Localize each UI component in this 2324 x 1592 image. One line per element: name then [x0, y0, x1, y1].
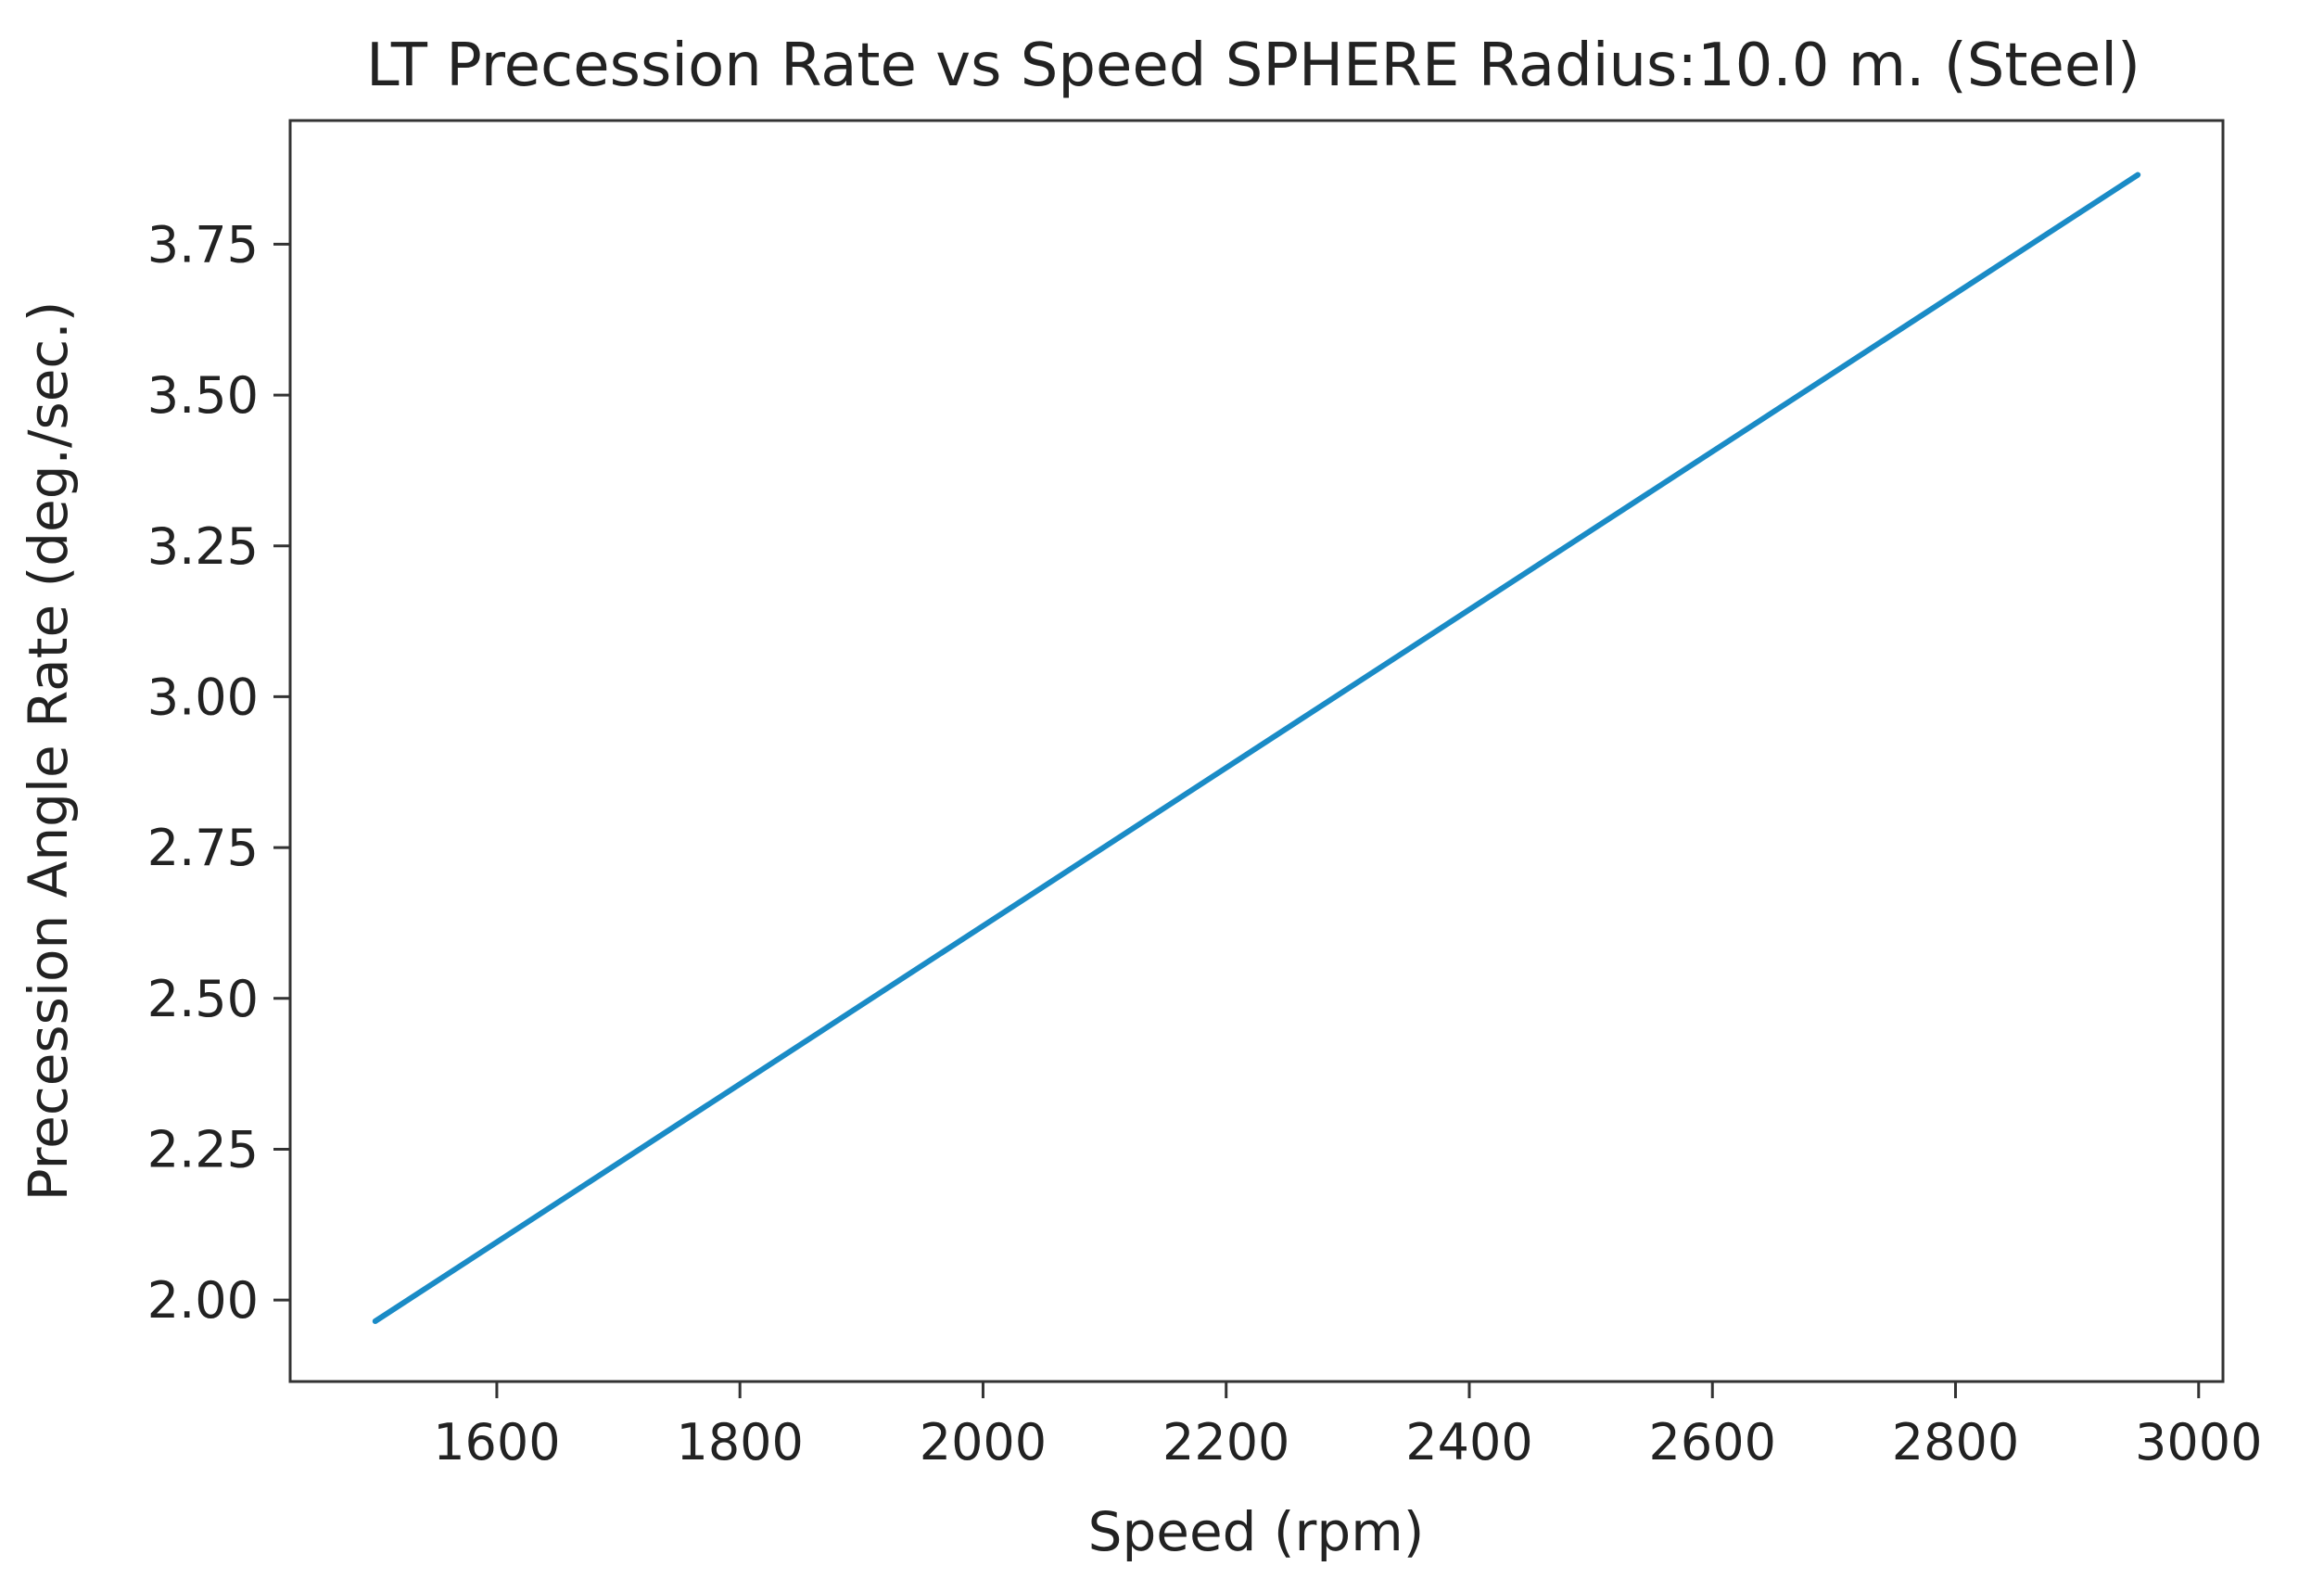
x-tick-label: 2800: [1892, 1413, 2019, 1471]
y-tick-label: 2.50: [147, 970, 259, 1028]
y-tick-label: 2.75: [147, 819, 259, 877]
y-tick-label: 3.50: [147, 366, 259, 425]
chart-title: LT Precession Rate vs Speed SPHERE Radiu…: [366, 32, 2140, 100]
x-tick-label: 3000: [2135, 1413, 2262, 1471]
x-tick-label: 2200: [1162, 1413, 1289, 1471]
series-layer: [372, 172, 2141, 1324]
series-line-precession-rate: [372, 172, 2141, 1324]
y-tick-label: 3.25: [147, 517, 259, 576]
x-axis: 1600 1800 2000 2200 2400 2600 2800 3000: [433, 1382, 2262, 1471]
y-axis: 2.00 2.25 2.50 2.75 3.00 3.25 3.50 3.75: [147, 215, 290, 1330]
x-tick-label: 1600: [433, 1413, 560, 1471]
x-axis-label: Speed (rpm): [1088, 1500, 1425, 1563]
y-axis-label: Precession Angle Rate (deg./sec.): [17, 301, 80, 1202]
x-tick-label: 2000: [920, 1413, 1047, 1471]
y-tick-label: 3.00: [147, 668, 259, 726]
y-tick-label: 2.00: [147, 1271, 259, 1330]
x-tick-label: 1800: [676, 1413, 803, 1471]
y-tick-label: 2.25: [147, 1120, 259, 1178]
x-tick-label: 2400: [1405, 1413, 1532, 1471]
plot-area: 1600 1800 2000 2200 2400 2600 2800 3000 2.00 2.2…: [147, 119, 2262, 1471]
plot-frame: [288, 119, 2225, 1383]
y-tick-label: 3.75: [147, 215, 259, 274]
x-tick-label: 2600: [1649, 1413, 1776, 1471]
